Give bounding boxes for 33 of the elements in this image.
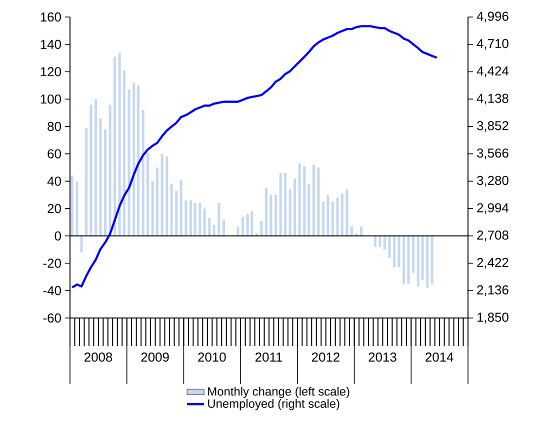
legend-label: Unemployed (right scale) — [208, 399, 340, 410]
y-tick-label: 0 — [54, 231, 61, 240]
y2-tick-label: 4,138 — [476, 94, 508, 104]
x-tick-label: 2013 — [368, 352, 396, 362]
y-tick-label: -20 — [43, 258, 61, 268]
y2-tick-label: 2,708 — [477, 230, 508, 242]
y-tick-label: 120 — [40, 67, 61, 76]
y-tick-label: 160 — [40, 12, 61, 22]
y-tick-label: 20 — [48, 204, 61, 214]
y2-tick-label: 1,850 — [478, 312, 508, 324]
x-tick-label: 2010 — [198, 352, 226, 362]
y-tick-label: 60 — [48, 149, 61, 158]
y-tick-label: 140 — [40, 40, 61, 49]
y2-tick-label: 3,852 — [477, 121, 508, 132]
x-tick-label: 2008 — [84, 352, 112, 362]
y-tick-label: -60 — [43, 313, 61, 323]
y2-tick-label: 3,280 — [477, 176, 508, 187]
y2-tick-label: 4,710 — [476, 39, 508, 50]
x-tick-label: 2011 — [255, 352, 282, 362]
x-tick-label: 2014 — [426, 352, 454, 362]
y-tick-label: -40 — [43, 286, 61, 296]
y2-tick-label: 3,566 — [477, 148, 508, 160]
y-tick-label: 100 — [40, 94, 61, 104]
y2-tick-label: 2,422 — [477, 258, 508, 269]
legend-label: Monthly change (left scale) — [208, 386, 350, 398]
y-tick-label: 40 — [47, 176, 61, 186]
x-tick-label: 2009 — [141, 352, 169, 362]
y2-tick-label: 4,996 — [476, 12, 508, 22]
y-tick-label: 80 — [48, 122, 61, 132]
y2-tick-label: 2,994 — [477, 203, 509, 214]
x-tick-label: 2012 — [312, 352, 340, 362]
y2-tick-label: 2,136 — [477, 285, 508, 296]
y2-tick-label: 4,424 — [476, 66, 509, 78]
